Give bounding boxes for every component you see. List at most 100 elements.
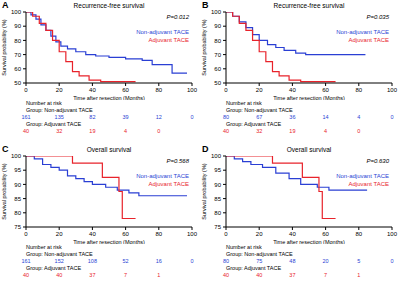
- html-text:40: 40: [222, 128, 230, 134]
- html-text:36: 36: [289, 114, 296, 120]
- html-text:Adjuvant TACE: Adjuvant TACE: [148, 181, 189, 187]
- svg-text:40: 40: [89, 87, 96, 93]
- svg-text:80: 80: [14, 38, 21, 44]
- svg-text:90: 90: [214, 182, 221, 188]
- svg-text:100: 100: [387, 87, 398, 93]
- html-text:Group: Non-adjuvant TACE: Group: Non-adjuvant TACE: [226, 107, 293, 113]
- html-text:Group: Non-adjuvant TACE: Group: Non-adjuvant TACE: [26, 251, 93, 257]
- html-text:P=0.568: P=0.568: [166, 158, 189, 164]
- svg-text:100: 100: [211, 9, 222, 15]
- svg-text:0: 0: [224, 87, 228, 93]
- svg-text:75: 75: [14, 224, 21, 230]
- html-text:135: 135: [54, 114, 64, 120]
- svg-text:50: 50: [14, 80, 21, 86]
- svg-text:60: 60: [14, 66, 21, 72]
- svg-text:Time after resection (Months): Time after resection (Months): [73, 95, 145, 100]
- html-text:Group: Adjuvant TACE: Group: Adjuvant TACE: [226, 121, 282, 127]
- html-text:32: 32: [256, 128, 263, 134]
- html-text:Non-adjuvant TACE: Non-adjuvant TACE: [136, 173, 189, 179]
- svg-text:100: 100: [387, 231, 398, 237]
- html-text:D: D: [202, 144, 209, 154]
- svg-text:Time after resection (Months): Time after resection (Months): [273, 239, 345, 244]
- svg-text:90: 90: [14, 182, 21, 188]
- svg-text:70: 70: [214, 52, 221, 58]
- html-text:161: 161: [21, 114, 31, 120]
- svg-text:40: 40: [289, 231, 296, 237]
- svg-text:80: 80: [355, 231, 362, 237]
- svg-text:80: 80: [355, 87, 362, 93]
- svg-text:Survival probability (%): Survival probability (%): [201, 163, 207, 219]
- svg-text:90: 90: [14, 23, 21, 29]
- svg-text:80: 80: [14, 210, 21, 216]
- html-text:Number at risk: Number at risk: [226, 100, 262, 106]
- svg-text:80: 80: [214, 210, 221, 216]
- svg-text:100: 100: [187, 231, 198, 237]
- html-text:C: C: [2, 144, 9, 154]
- svg-text:80: 80: [155, 87, 162, 93]
- html-text:P=0.035: P=0.035: [366, 14, 389, 20]
- html-text:161: 161: [21, 258, 31, 264]
- svg-text:80: 80: [155, 231, 162, 237]
- html-text:Number at risk: Number at risk: [26, 100, 62, 106]
- svg-text:100: 100: [211, 153, 222, 159]
- svg-text:70: 70: [14, 52, 21, 58]
- svg-text:60: 60: [322, 87, 329, 93]
- html-text:14: 14: [322, 114, 329, 120]
- html-text:Overall survival: Overall survival: [286, 146, 332, 153]
- svg-text:20: 20: [256, 231, 263, 237]
- html-text:32: 32: [56, 128, 63, 134]
- html-text:152: 152: [54, 258, 64, 264]
- html-text:52: 52: [122, 258, 129, 264]
- svg-text:Time after resection (Months): Time after resection (Months): [273, 95, 345, 100]
- svg-text:Survival probability (%): Survival probability (%): [1, 19, 7, 75]
- html-text:19: 19: [289, 128, 296, 134]
- html-text:Overall survival: Overall survival: [86, 146, 132, 153]
- svg-text:60: 60: [122, 87, 129, 93]
- svg-text:20: 20: [56, 87, 63, 93]
- html-text:Group: Adjuvant TACE: Group: Adjuvant TACE: [26, 121, 82, 127]
- svg-text:75: 75: [214, 224, 221, 230]
- svg-text:60: 60: [122, 231, 129, 237]
- html-text:Non-adjuvant TACE: Non-adjuvant TACE: [136, 29, 189, 35]
- html-text:19: 19: [89, 128, 96, 134]
- svg-text:60: 60: [214, 66, 221, 72]
- html-text:67: 67: [256, 114, 263, 120]
- svg-text:Time after resection (Months): Time after resection (Months): [73, 239, 145, 244]
- html-text:40: 40: [22, 128, 30, 134]
- html-text:Non-adjuvant TACE: Non-adjuvant TACE: [336, 29, 389, 35]
- svg-text:0: 0: [24, 231, 28, 237]
- svg-text:40: 40: [289, 87, 296, 93]
- html-text:A: A: [2, 0, 9, 10]
- html-text:Number at risk: Number at risk: [26, 244, 62, 250]
- html-text:P=0.012: P=0.012: [166, 14, 189, 20]
- html-text:Adjuvant TACE: Adjuvant TACE: [348, 37, 389, 43]
- svg-text:95: 95: [14, 167, 21, 173]
- html-text:Group: Non-adjuvant TACE: Group: Non-adjuvant TACE: [26, 107, 93, 113]
- html-text:Recurrence-free survival: Recurrence-free survival: [73, 2, 145, 9]
- svg-text:Survival probability (%): Survival probability (%): [1, 163, 7, 219]
- svg-text:100: 100: [11, 153, 22, 159]
- svg-text:60: 60: [322, 231, 329, 237]
- svg-text:100: 100: [187, 87, 198, 93]
- html-text:Adjuvant TACE: Adjuvant TACE: [148, 37, 189, 43]
- svg-text:0: 0: [24, 87, 28, 93]
- svg-text:0: 0: [224, 231, 228, 237]
- svg-text:95: 95: [214, 167, 221, 173]
- svg-text:Survival probability (%): Survival probability (%): [201, 19, 207, 75]
- html-text:82: 82: [89, 114, 96, 120]
- html-text:39: 39: [122, 114, 129, 120]
- svg-text:20: 20: [256, 87, 263, 93]
- html-text:B: B: [202, 0, 209, 10]
- svg-text:85: 85: [14, 196, 21, 202]
- html-text:80: 80: [222, 114, 230, 120]
- svg-text:100: 100: [11, 9, 22, 15]
- html-text:Recurrence-free survival: Recurrence-free survival: [273, 2, 345, 9]
- svg-text:80: 80: [214, 38, 221, 44]
- html-text:108: 108: [87, 258, 97, 264]
- svg-text:40: 40: [89, 231, 96, 237]
- html-text:12: 12: [155, 114, 162, 120]
- svg-text:50: 50: [214, 80, 221, 86]
- svg-text:90: 90: [214, 23, 221, 29]
- svg-text:85: 85: [214, 196, 221, 202]
- svg-text:20: 20: [56, 231, 63, 237]
